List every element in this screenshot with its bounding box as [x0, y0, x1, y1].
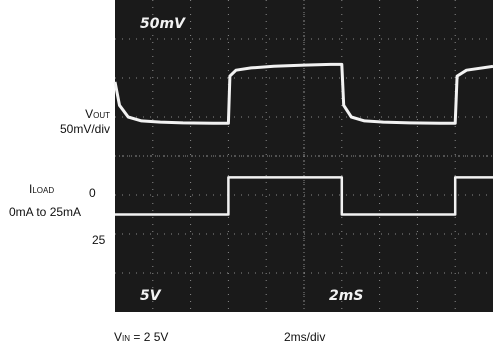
time-scale-readout: 2mS: [329, 288, 363, 304]
vin-value: = 2 5V: [130, 330, 169, 344]
vin-label: VIN = 2 5V: [114, 331, 168, 345]
trace-vout: [113, 62, 493, 125]
vin-label-sub: IN: [122, 334, 131, 343]
iload-label-main: I: [29, 182, 33, 196]
vout-scale-label: 50mV/div: [59, 122, 110, 136]
ch1-scale-readout: 50mV: [140, 16, 186, 32]
ch2-scale-readout: 5V: [140, 288, 162, 304]
scope-grid: [115, 0, 493, 312]
vout-label: VOUT: [10, 108, 110, 122]
vout-label-sub: OUT: [93, 111, 110, 120]
iload-range-label: 0mA to 25mA: [9, 205, 82, 219]
iload-zero-label: 0: [89, 186, 96, 200]
scope-traces: [113, 62, 493, 216]
vout-label-main: V: [85, 107, 94, 121]
trace-iload: [115, 176, 493, 216]
timebase-label: 2ms/div: [284, 330, 326, 344]
vin-label-main: V: [114, 330, 123, 344]
iload-25-label: 25: [92, 233, 106, 247]
iload-label: ILOAD: [29, 183, 54, 197]
iload-label-sub: LOAD: [32, 186, 55, 195]
